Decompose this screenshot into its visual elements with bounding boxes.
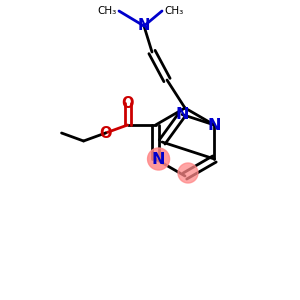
Text: N: N: [152, 152, 165, 166]
Circle shape: [148, 148, 169, 170]
Text: N: N: [138, 19, 150, 34]
Text: CH₃: CH₃: [98, 6, 117, 16]
Text: CH₃: CH₃: [164, 6, 183, 16]
Text: N: N: [176, 107, 189, 122]
Text: O: O: [99, 125, 112, 140]
Text: N: N: [208, 118, 221, 133]
Circle shape: [178, 163, 198, 183]
Text: O: O: [121, 95, 134, 110]
